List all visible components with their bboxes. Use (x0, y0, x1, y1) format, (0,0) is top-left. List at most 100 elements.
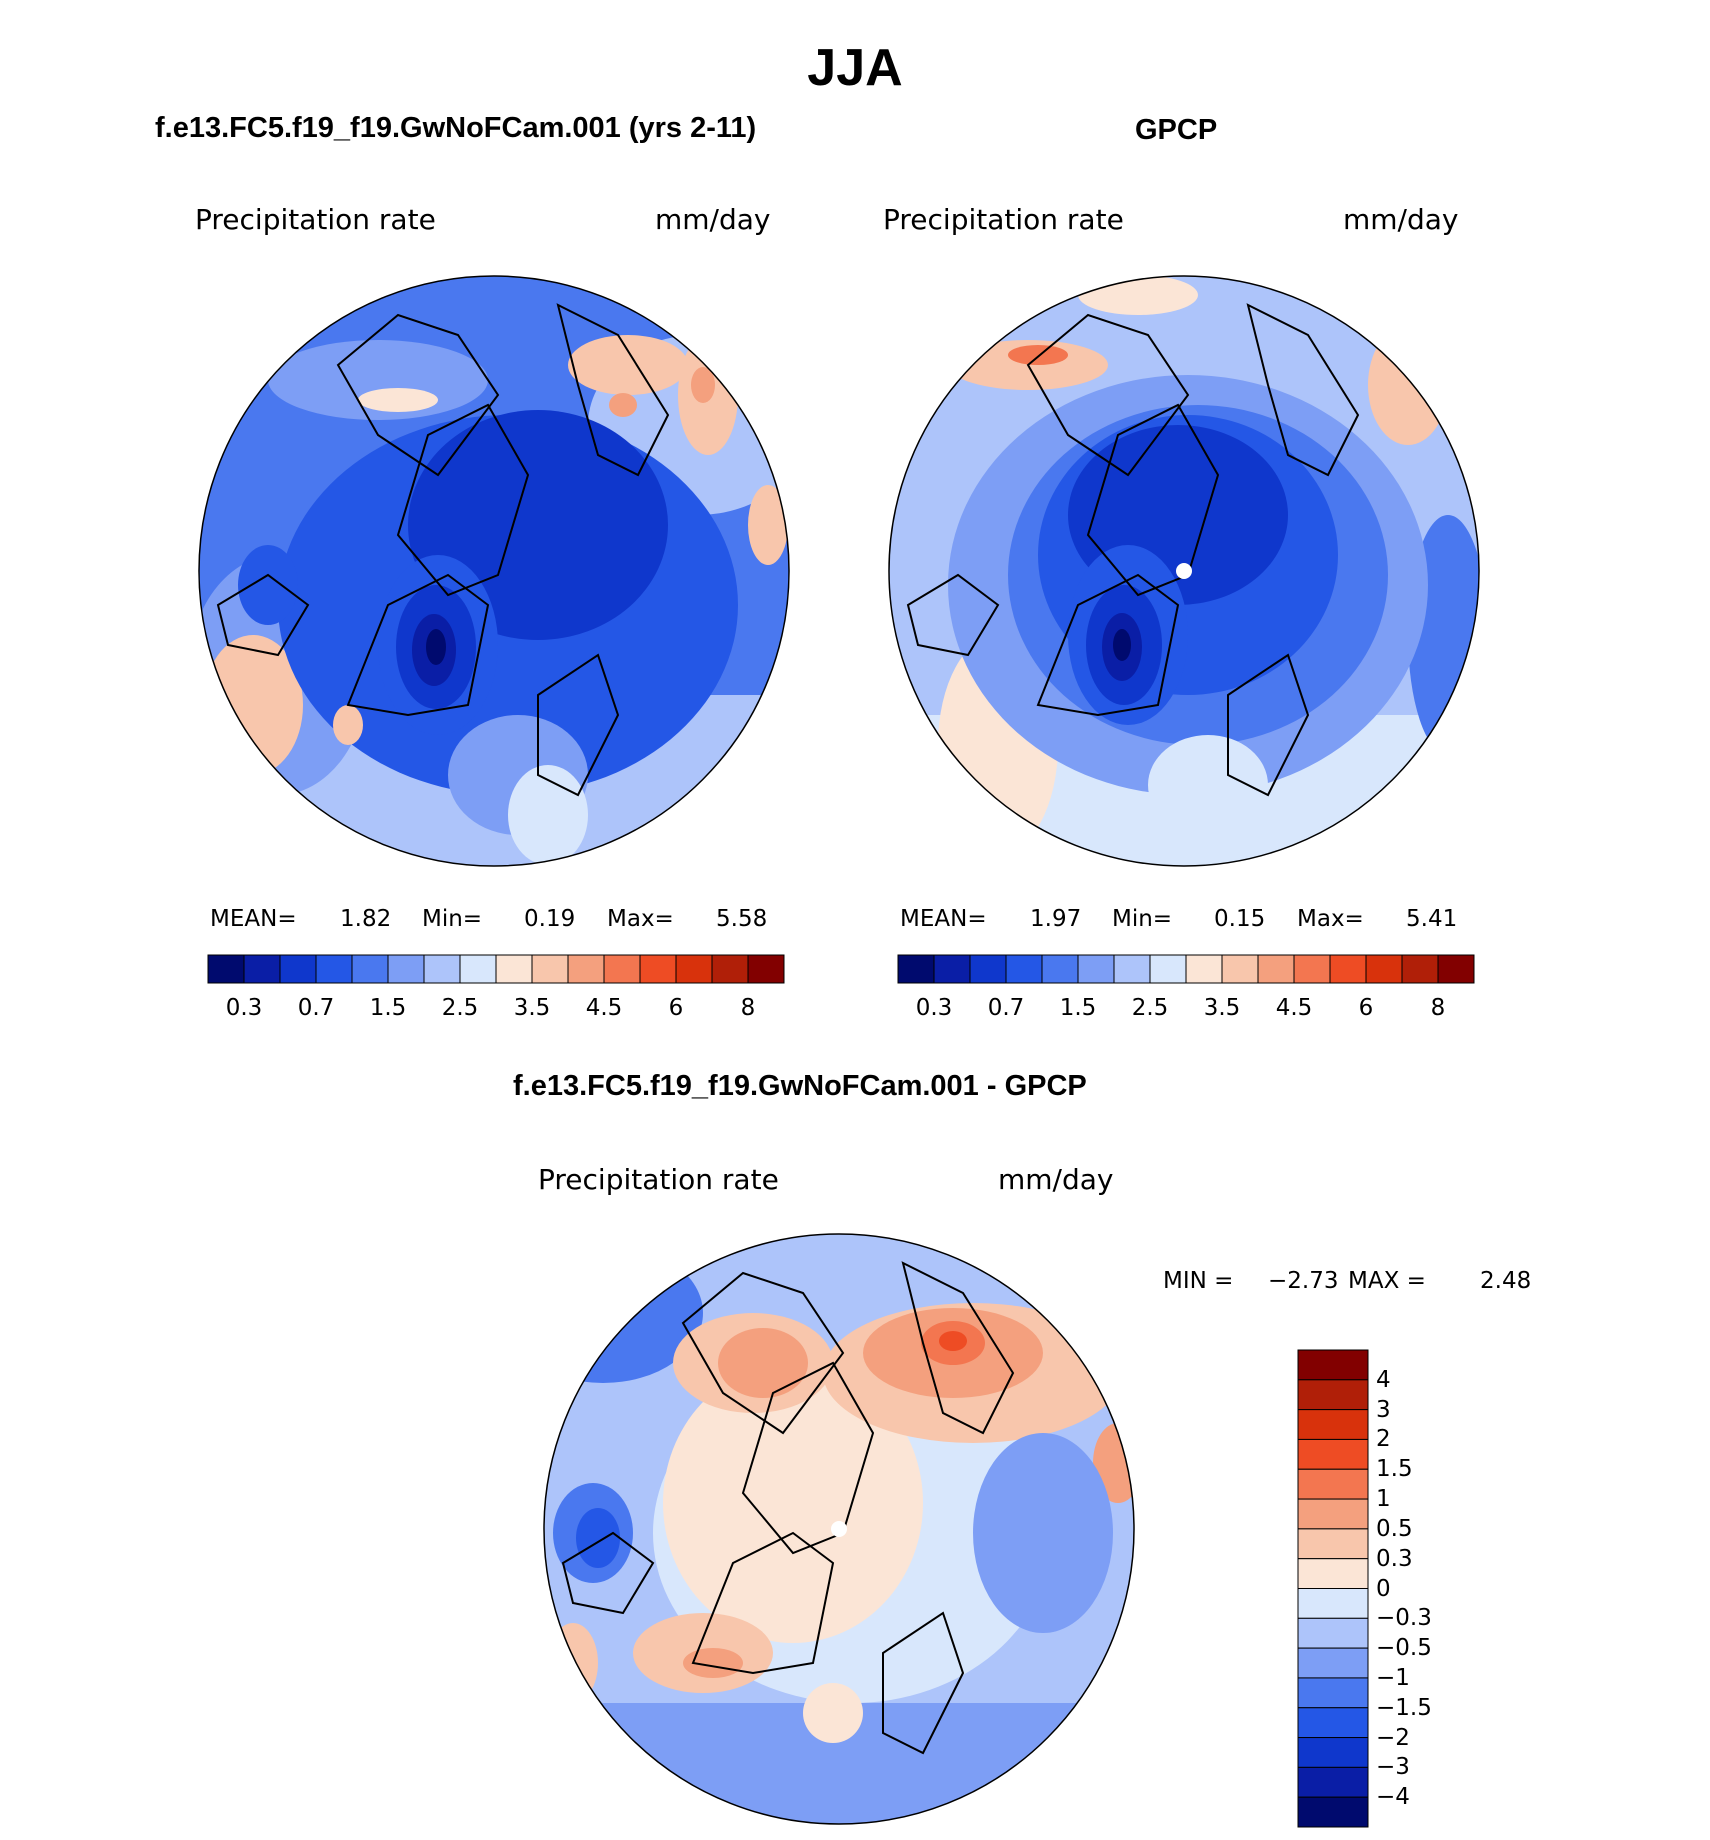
panel1-colorbar-swatch-8 (495, 954, 533, 984)
panel1-colorbar-swatch-2 (279, 954, 317, 984)
diff-colorbar-tick-label: 0.3 (1376, 1545, 1413, 1572)
diff-units-label: mm/day (998, 1163, 1114, 1196)
panel2-colorbar-tick-label: 2.5 (1131, 995, 1169, 1021)
panel1-colorbar-swatch-1 (243, 954, 281, 984)
panel1-colorbar-swatch-5 (387, 954, 425, 984)
diff-colorbar-swatch-3 (1297, 1438, 1369, 1470)
gpcp-precip-map (888, 275, 1480, 867)
diff-colorbar-swatch-10 (1297, 1647, 1369, 1679)
panel2-colorbar-swatch-4 (1041, 954, 1079, 984)
panel1-colorbar (207, 954, 785, 984)
diff-colorbar-swatch-11 (1297, 1677, 1369, 1709)
panel1-colorbar-swatch-15 (747, 954, 785, 984)
diff-title: f.e13.FC5.f19_f19.GwNoFCam.001 - GPCP (513, 1070, 1087, 1102)
panel1-colorbar-swatch-0 (207, 954, 245, 984)
panel2-min-label: Min= (1112, 906, 1173, 932)
season-title: JJA (807, 39, 903, 97)
panel2-colorbar-swatch-2 (969, 954, 1007, 984)
panel2-min-value: 0.15 (1214, 906, 1266, 932)
panel2-colorbar-tick-label: 0.7 (987, 995, 1025, 1021)
panel1-colorbar-swatch-9 (531, 954, 569, 984)
panel2-variable-label: Precipitation rate (883, 203, 1124, 236)
panel2-colorbar-swatch-7 (1149, 954, 1187, 984)
diff-colorbar-swatch-6 (1297, 1528, 1369, 1560)
panel1-colorbar-tick-label: 4.5 (585, 995, 623, 1021)
diff-colorbar-swatch-13 (1297, 1737, 1369, 1768)
diff-colorbar-swatch-8 (1297, 1588, 1369, 1619)
diff-colorbar-swatch-5 (1297, 1498, 1369, 1530)
panel1-colorbar-tick-label: 3.5 (513, 995, 551, 1021)
diff-colorbar-tick-label: 1.5 (1376, 1456, 1413, 1483)
diff-colorbar-tick-label: 1 (1376, 1486, 1391, 1513)
panel2-colorbar-swatch-10 (1257, 954, 1295, 984)
panel1-colorbar-swatch-13 (675, 954, 713, 984)
diff-colorbar-swatch-7 (1297, 1558, 1369, 1589)
panel1-min-label: Min= (422, 906, 483, 932)
panel2-colorbar-tick-label: 0.3 (915, 995, 953, 1021)
diff-colorbar (1297, 1349, 1369, 1828)
diff-colorbar-swatch-14 (1297, 1766, 1369, 1798)
panel2-colorbar (897, 954, 1475, 984)
panel2-colorbar-swatch-0 (897, 954, 935, 984)
diff-colorbar-tick-label: −1 (1376, 1664, 1410, 1691)
panel1-colorbar-swatch-12 (639, 954, 677, 984)
diff-min-value: −2.73 (1268, 1268, 1339, 1294)
panel2-mean-value: 1.97 (1030, 906, 1082, 932)
difference-map (543, 1233, 1135, 1825)
diff-min-label: MIN = (1163, 1268, 1234, 1294)
diff-colorbar-swatch-9 (1297, 1617, 1369, 1649)
panel2-max-value: 5.41 (1406, 906, 1458, 932)
panel2-colorbar-swatch-15 (1437, 954, 1475, 984)
panel2-units-label: mm/day (1343, 203, 1459, 236)
panel1-colorbar-swatch-14 (711, 954, 749, 984)
panel1-colorbar-swatch-3 (315, 954, 353, 984)
panel1-mean-value: 1.82 (340, 906, 392, 932)
diff-max-value: 2.48 (1480, 1268, 1532, 1294)
diff-colorbar-tick-label: −0.3 (1376, 1605, 1432, 1632)
diff-colorbar-tick-label: 0.5 (1376, 1515, 1413, 1542)
panel2-colorbar-tick-label: 1.5 (1059, 995, 1097, 1021)
panel2-colorbar-tick-label: 3.5 (1203, 995, 1241, 1021)
panel1-colorbar-tick-label: 6 (668, 995, 684, 1021)
panel1-colorbar-swatch-4 (351, 954, 389, 984)
panel1-colorbar-tick-label: 0.7 (297, 995, 335, 1021)
panel1-max-value: 5.58 (716, 906, 768, 932)
panel2-mean-label: MEAN= (900, 906, 987, 932)
panel1-colorbar-tick-label: 1.5 (369, 995, 407, 1021)
diff-colorbar-swatch-12 (1297, 1707, 1369, 1739)
diff-colorbar-tick-label: 2 (1376, 1426, 1391, 1453)
panel1-colorbar-swatch-7 (459, 954, 497, 984)
panel1-colorbar-swatch-6 (423, 954, 461, 984)
diff-colorbar-swatch-2 (1297, 1409, 1369, 1440)
model-precip-map (198, 275, 790, 867)
panel2-colorbar-swatch-1 (933, 954, 971, 984)
panel1-max-label: Max= (607, 906, 674, 932)
diff-colorbar-tick-label: −2 (1376, 1724, 1410, 1751)
panel2-colorbar-tick-label: 8 (1430, 995, 1446, 1021)
panel1-units-label: mm/day (655, 203, 771, 236)
diff-max-label: MAX = (1348, 1268, 1426, 1294)
panel1-min-value: 0.19 (524, 906, 576, 932)
diff-colorbar-swatch-1 (1297, 1379, 1369, 1411)
diff-colorbar-tick-label: 0 (1376, 1575, 1391, 1602)
panel2-colorbar-swatch-13 (1365, 954, 1403, 984)
panel2-colorbar-tick-label: 4.5 (1275, 995, 1313, 1021)
diff-colorbar-tick-label: −0.5 (1376, 1635, 1432, 1662)
panel2-colorbar-swatch-12 (1329, 954, 1367, 984)
panel2-colorbar-swatch-9 (1221, 954, 1259, 984)
panel2-max-label: Max= (1297, 906, 1364, 932)
panel1-colorbar-tick-label: 8 (740, 995, 756, 1021)
panel2-colorbar-swatch-14 (1401, 954, 1439, 984)
panel1-mean-label: MEAN= (210, 906, 297, 932)
diff-colorbar-tick-label: −3 (1376, 1754, 1410, 1781)
panel1-colorbar-swatch-10 (567, 954, 605, 984)
panel2-colorbar-swatch-6 (1113, 954, 1151, 984)
panel1-colorbar-tick-label: 2.5 (441, 995, 479, 1021)
diff-colorbar-swatch-4 (1297, 1468, 1369, 1500)
panel1-colorbar-tick-label: 0.3 (225, 995, 263, 1021)
diff-colorbar-tick-label: −4 (1376, 1784, 1410, 1811)
panel2-colorbar-swatch-11 (1293, 954, 1331, 984)
panel2-colorbar-swatch-5 (1077, 954, 1115, 984)
panel2-colorbar-swatch-3 (1005, 954, 1043, 984)
diff-variable-label: Precipitation rate (538, 1163, 779, 1196)
